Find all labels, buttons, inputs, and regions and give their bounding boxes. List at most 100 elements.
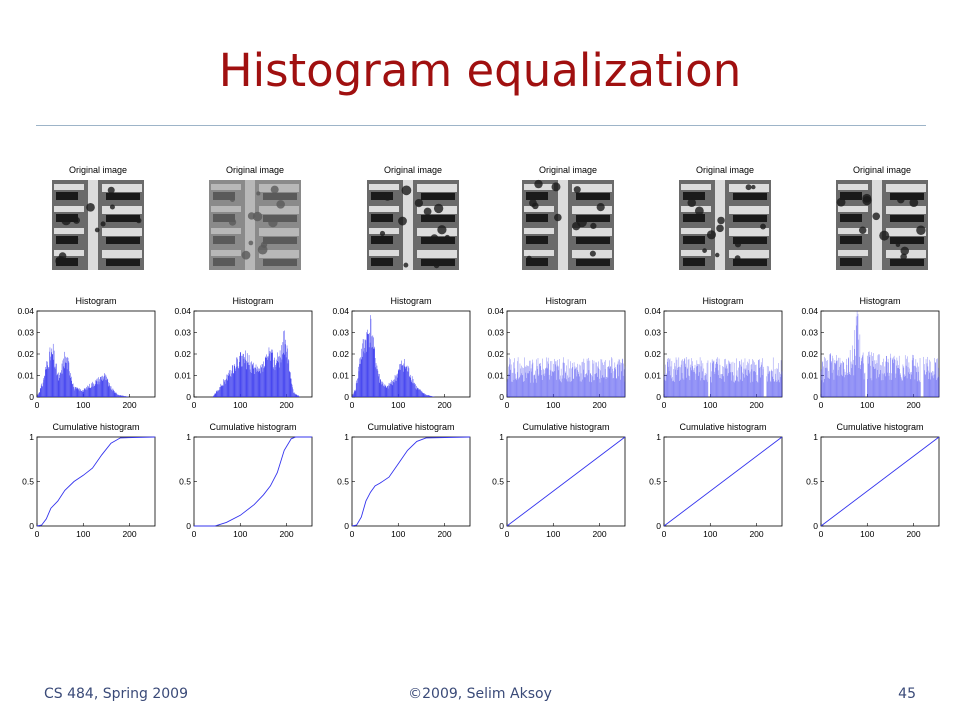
y-tick-label: 0.02 bbox=[17, 349, 34, 359]
image-title: Original image bbox=[226, 165, 284, 175]
y-tick-label: 0.5 bbox=[337, 477, 349, 487]
x-tick-label: 0 bbox=[350, 529, 355, 539]
chart-title: Cumulative histogram bbox=[522, 422, 609, 432]
chart-title: Histogram bbox=[390, 296, 431, 306]
y-tick-label: 0.5 bbox=[22, 477, 34, 487]
cumulative-axes: 0 0.5 1 0 100 200 bbox=[806, 432, 940, 539]
y-tick-label: 0 bbox=[656, 392, 661, 402]
chart-title: Histogram bbox=[75, 296, 116, 306]
cumulative-axes: 0 0.5 1 0 100 200 bbox=[649, 432, 783, 539]
x-tick-label: 0 bbox=[35, 529, 40, 539]
x-tick-label: 100 bbox=[391, 529, 405, 539]
x-tick-label: 100 bbox=[233, 529, 247, 539]
image-title: Original image bbox=[539, 165, 597, 175]
histogram-axes: 0 0.01 0.02 0.03 0.04 0 100 200 bbox=[174, 306, 313, 410]
y-tick-label: 0 bbox=[29, 521, 34, 531]
aerial-image bbox=[679, 180, 771, 270]
cumulative-axes: 0 0.5 1 0 100 200 bbox=[492, 432, 626, 539]
image-title: Original image bbox=[69, 165, 127, 175]
y-tick-label: 1 bbox=[344, 432, 349, 442]
cumulative-line bbox=[351, 436, 471, 527]
y-tick-label: 0.03 bbox=[174, 328, 191, 338]
y-tick-label: 0 bbox=[813, 521, 818, 531]
histogram-axes: 0 0.01 0.02 0.03 0.04 0 100 200 bbox=[801, 306, 940, 410]
y-tick-label: 0.5 bbox=[806, 477, 818, 487]
x-tick-label: 200 bbox=[122, 529, 136, 539]
column-1: Original image Histogram 0 0.01 0.02 0.03 0.04… bbox=[17, 165, 156, 539]
image-title: Original image bbox=[696, 165, 754, 175]
y-tick-label: 0.04 bbox=[174, 306, 191, 316]
x-tick-label: 200 bbox=[592, 400, 606, 410]
x-tick-label: 200 bbox=[906, 400, 920, 410]
image-title: Original image bbox=[853, 165, 911, 175]
column-4: Original image Histogram 0 0.01 0.02 0.03 0.04… bbox=[487, 165, 626, 539]
column-2: Original image Histogram 0 0.01 0.02 0.03 0.04… bbox=[174, 165, 313, 539]
cumulative-line bbox=[194, 436, 312, 527]
y-tick-label: 0 bbox=[499, 521, 504, 531]
y-tick-label: 1 bbox=[813, 432, 818, 442]
column-5: Original image Histogram 0 0.01 0.02 0.03 0.04… bbox=[644, 165, 783, 539]
x-tick-label: 0 bbox=[505, 400, 510, 410]
y-tick-label: 0.5 bbox=[649, 477, 661, 487]
x-tick-label: 0 bbox=[35, 400, 40, 410]
x-tick-label: 100 bbox=[546, 400, 560, 410]
x-tick-label: 100 bbox=[391, 400, 405, 410]
x-tick-label: 100 bbox=[76, 400, 90, 410]
x-tick-label: 0 bbox=[662, 529, 667, 539]
y-tick-label: 1 bbox=[656, 432, 661, 442]
y-tick-label: 0.04 bbox=[644, 306, 661, 316]
x-tick-label: 0 bbox=[192, 400, 197, 410]
y-tick-label: 0.01 bbox=[801, 371, 818, 381]
y-tick-label: 0.04 bbox=[487, 306, 504, 316]
histogram-axes: 0 0.01 0.02 0.03 0.04 0 100 200 bbox=[332, 306, 471, 410]
x-tick-label: 100 bbox=[860, 529, 874, 539]
y-tick-label: 0.04 bbox=[801, 306, 818, 316]
x-tick-label: 200 bbox=[122, 400, 136, 410]
x-tick-label: 0 bbox=[350, 400, 355, 410]
chart-title: Cumulative histogram bbox=[52, 422, 139, 432]
aerial-image bbox=[52, 180, 144, 270]
y-tick-label: 1 bbox=[499, 432, 504, 442]
y-tick-label: 0.01 bbox=[644, 371, 661, 381]
x-tick-label: 200 bbox=[437, 400, 451, 410]
chart-title: Cumulative histogram bbox=[679, 422, 766, 432]
aerial-image bbox=[522, 179, 614, 270]
y-tick-label: 0 bbox=[186, 521, 191, 531]
chart-title: Cumulative histogram bbox=[836, 422, 923, 432]
y-tick-label: 1 bbox=[186, 432, 191, 442]
column-6: Original image Histogram 0 0.01 0.02 0.03 0.04… bbox=[801, 165, 940, 539]
histogram-axes: 0 0.01 0.02 0.03 0.04 0 100 200 bbox=[487, 306, 626, 410]
histogram-axes: 0 0.01 0.02 0.03 0.04 0 100 200 bbox=[644, 306, 783, 410]
chart-title: Histogram bbox=[702, 296, 743, 306]
y-tick-label: 0 bbox=[499, 392, 504, 402]
aerial-image bbox=[836, 180, 928, 270]
x-tick-label: 100 bbox=[860, 400, 874, 410]
footer-page-number: 45 bbox=[898, 686, 916, 702]
chart-title: Histogram bbox=[859, 296, 900, 306]
x-tick-label: 100 bbox=[76, 529, 90, 539]
y-tick-label: 0.02 bbox=[801, 349, 818, 359]
y-tick-label: 0.03 bbox=[332, 328, 349, 338]
x-tick-label: 0 bbox=[192, 529, 197, 539]
x-tick-label: 200 bbox=[749, 400, 763, 410]
aerial-image bbox=[209, 180, 301, 270]
x-tick-label: 0 bbox=[505, 529, 510, 539]
y-tick-label: 0.01 bbox=[17, 371, 34, 381]
cumulative-axes: 0 0.5 1 0 100 200 bbox=[22, 432, 156, 539]
y-tick-label: 0 bbox=[656, 521, 661, 531]
x-tick-label: 100 bbox=[703, 529, 717, 539]
x-tick-label: 100 bbox=[233, 400, 247, 410]
y-tick-label: 0.03 bbox=[17, 328, 34, 338]
x-tick-label: 0 bbox=[819, 400, 824, 410]
cumulative-axes: 0 0.5 1 0 100 200 bbox=[337, 432, 471, 539]
x-tick-label: 200 bbox=[279, 400, 293, 410]
y-tick-label: 0.03 bbox=[801, 328, 818, 338]
footer-copyright: ©2009, Selim Aksoy bbox=[408, 686, 552, 702]
y-tick-label: 0.02 bbox=[332, 349, 349, 359]
x-tick-label: 100 bbox=[703, 400, 717, 410]
column-3: Original image Histogram 0 0.01 0.02 0.03 0.04… bbox=[332, 165, 471, 539]
x-tick-label: 200 bbox=[592, 529, 606, 539]
y-tick-label: 1 bbox=[29, 432, 34, 442]
y-tick-label: 0.01 bbox=[487, 371, 504, 381]
